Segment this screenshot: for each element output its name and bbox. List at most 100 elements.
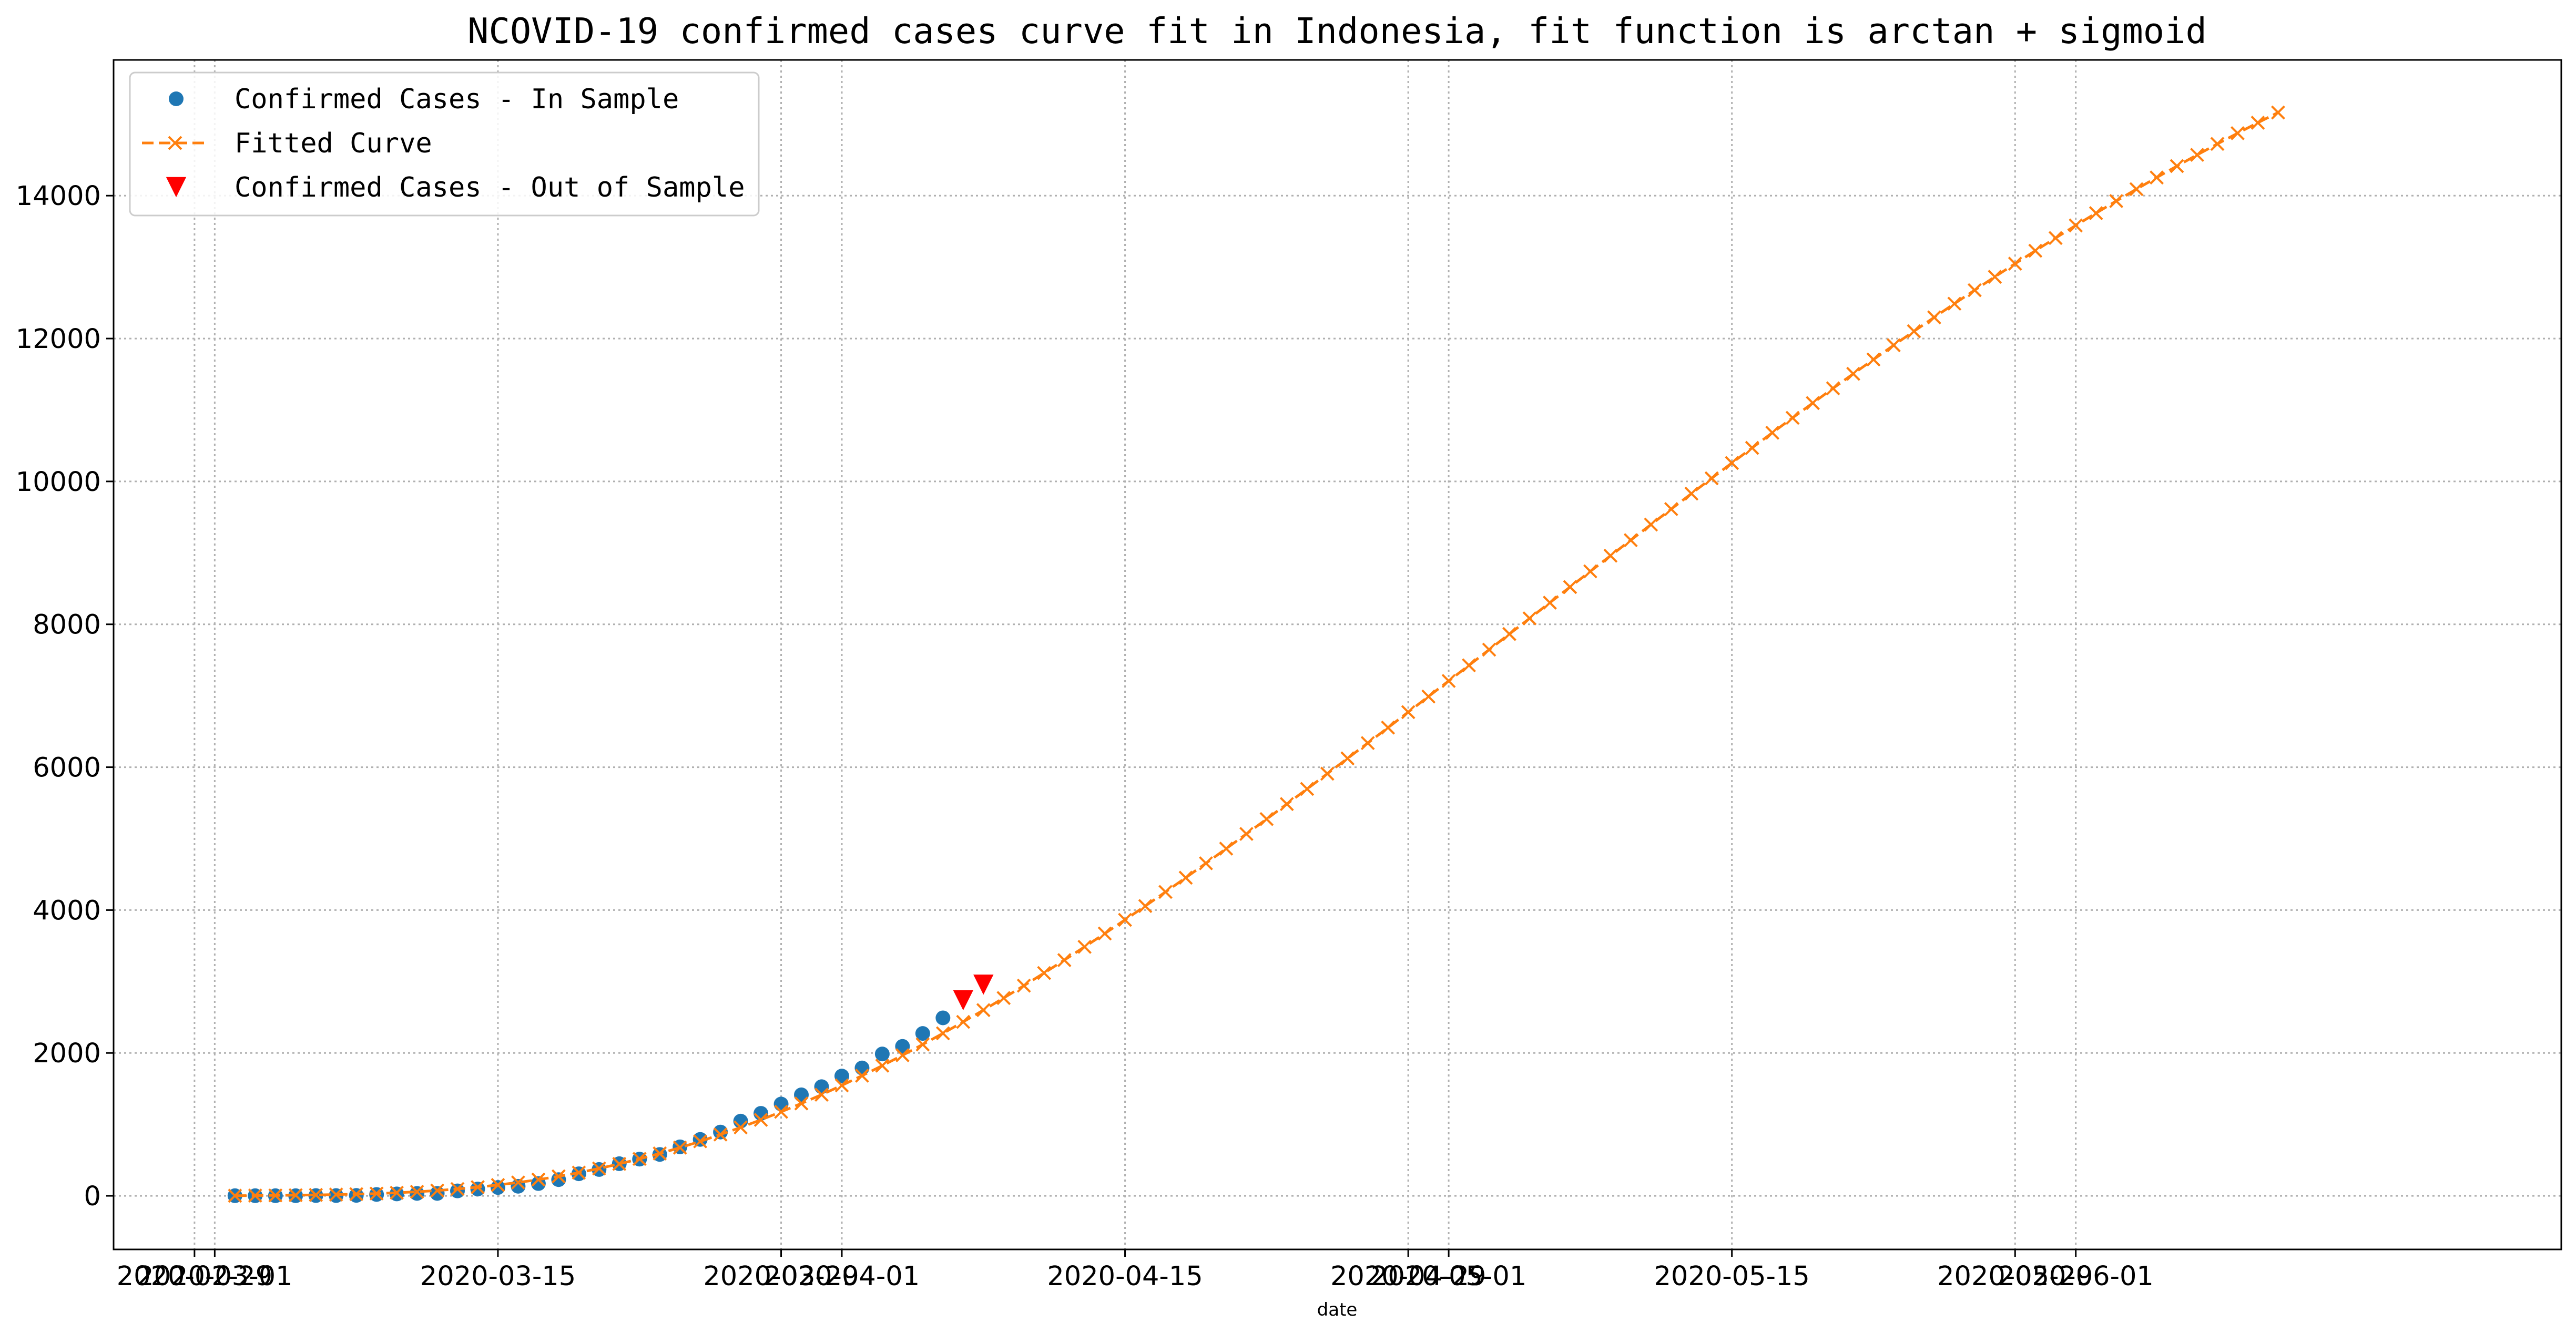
- fitted-curve-point: [1907, 324, 1921, 339]
- fitted-curve-point: [1887, 338, 1901, 353]
- fitted-curve-point: [309, 1187, 323, 1202]
- y-tick-label: 14000: [16, 181, 101, 212]
- x-tick-label: 2020-03-29: [703, 1261, 859, 1292]
- in-sample-point: [915, 1026, 930, 1041]
- fitted-curve-point: [1138, 899, 1153, 914]
- fitted-curve-point: [1846, 366, 1860, 381]
- fitted-curve-point: [2251, 116, 2265, 130]
- fitted-curve-point: [1644, 517, 1658, 532]
- in-sample-point: [450, 1183, 465, 1198]
- x-tick-label: 2020-05-15: [1654, 1261, 1809, 1292]
- fitted-curve-point: [369, 1186, 384, 1201]
- fitted-curve-point: [592, 1161, 606, 1176]
- legend-label: Fitted Curve: [235, 128, 432, 159]
- fitted-curve-point: [1522, 611, 1537, 626]
- y-tick-label: 4000: [33, 895, 101, 926]
- x-tick-label: 2020-05-01: [1371, 1261, 1526, 1292]
- fitted-curve-point: [572, 1165, 586, 1180]
- fitted-curve-point: [754, 1113, 768, 1127]
- fitted-curve-point: [976, 1003, 991, 1018]
- grid-layer: [114, 60, 2561, 1249]
- fitted-curve-point: [1057, 953, 1072, 967]
- fitted-curve-point: [1016, 978, 1031, 993]
- tick-layer: 0 2000 4000 6000 8000 10000 12000 14000 2020-02-…: [16, 181, 2154, 1292]
- fitted-curve-line: [235, 111, 2279, 1197]
- x-tick-label: 2020-04-01: [764, 1261, 920, 1292]
- fitted-curve-point: [1259, 812, 1274, 826]
- fitted-curve-point: [1441, 674, 1456, 688]
- fitted-curve-point: [1765, 425, 1780, 440]
- fitted-curve-point: [632, 1152, 647, 1166]
- fitted-curve-point: [2170, 159, 2184, 173]
- fitted-curve-point: [855, 1069, 869, 1083]
- fitted-curve-point: [895, 1048, 910, 1062]
- fitted-curve-point: [834, 1078, 849, 1093]
- x-tick-label: 2020-04-15: [1047, 1261, 1203, 1292]
- fitted-curve-point: [774, 1104, 788, 1119]
- in-sample-point: [430, 1186, 445, 1201]
- fitted-curve-point: [996, 991, 1011, 1006]
- fitted-curve-point: [288, 1188, 303, 1203]
- in-sample-point: [794, 1087, 809, 1102]
- fitted-curve-point: [653, 1146, 667, 1161]
- legend-label: Confirmed Cases - In Sample: [235, 84, 679, 115]
- out-of-sample-point: [953, 990, 973, 1011]
- legend-marker-fitted-curve: [168, 136, 182, 150]
- fitted-curve-point: [915, 1037, 930, 1052]
- fitted-curve-point: [1118, 912, 1132, 927]
- fitted-curve-point: [673, 1140, 687, 1155]
- fitted-curve-point: [734, 1120, 748, 1135]
- fitted-curve-point: [1482, 642, 1496, 657]
- fitted-curve-point: [814, 1088, 829, 1102]
- fitted-curve-point: [1320, 766, 1335, 781]
- fitted-curve-point: [1704, 471, 1719, 486]
- fitted-curve-point: [1158, 885, 1173, 899]
- y-tick-label: 6000: [33, 753, 101, 784]
- fitted-curve-point: [935, 1026, 950, 1041]
- in-sample-point: [490, 1180, 505, 1195]
- x-tick-label: 2020-05-29: [1937, 1261, 2093, 1292]
- y-tick-label: 2000: [33, 1038, 101, 1069]
- x-axis-label: date: [1317, 1299, 1358, 1320]
- x-tick-label: 2020-02-29: [117, 1261, 272, 1292]
- fitted-curve-point: [1199, 856, 1213, 870]
- y-tick-label: 0: [84, 1181, 101, 1212]
- fitted-curve-point: [2008, 257, 2022, 271]
- fitted-curve-point: [491, 1177, 505, 1192]
- fitted-curve-point: [713, 1127, 728, 1142]
- fitted-curve-point: [693, 1134, 708, 1149]
- x-tick-label: 2020-04-29: [1330, 1261, 1486, 1292]
- fitted-curve-point: [1340, 751, 1355, 766]
- fitted-curve-point: [1623, 533, 1638, 548]
- fitted-curve-point: [1462, 658, 1476, 673]
- fitted-curve-point: [450, 1182, 465, 1196]
- fitted-curve-point: [1745, 440, 1759, 455]
- x-tick-label: 2020-03-01: [137, 1261, 292, 1292]
- in-sample-point: [834, 1069, 849, 1084]
- series-layer: [227, 105, 2285, 1203]
- fitted-curve-point: [1947, 296, 1962, 311]
- fitted-curve-point: [1543, 596, 1557, 610]
- fitted-curve-point: [268, 1188, 283, 1203]
- y-tick-label: 8000: [33, 610, 101, 641]
- fitted-curve-point: [1097, 926, 1112, 941]
- fitted-curve-point: [1300, 782, 1315, 796]
- fitted-curve-point: [1279, 797, 1294, 812]
- fitted-curve-point: [1785, 411, 1800, 425]
- legend-frame: [129, 71, 760, 217]
- legend: Confirmed Cases - In Sample Fitted Curve C…: [129, 71, 760, 217]
- out-of-sample-point: [973, 975, 994, 995]
- series-fitted-curve: [228, 105, 2285, 1203]
- x-tick-label: 2020-03-15: [420, 1261, 576, 1292]
- fitted-curve-point: [2190, 148, 2204, 162]
- in-sample-point: [693, 1132, 708, 1147]
- y-tick-label: 12000: [16, 324, 101, 355]
- plot-area-frame: [113, 59, 2562, 1250]
- fitted-curve-point: [1502, 627, 1516, 641]
- fitted-curve-point: [1988, 270, 2002, 284]
- fitted-curve-point: [1401, 705, 1416, 720]
- legend-label: Confirmed Cases - Out of Sample: [235, 172, 745, 203]
- fitted-curve-point: [511, 1175, 525, 1190]
- fitted-curve-point: [471, 1180, 485, 1194]
- fitted-curve-point: [2270, 105, 2285, 120]
